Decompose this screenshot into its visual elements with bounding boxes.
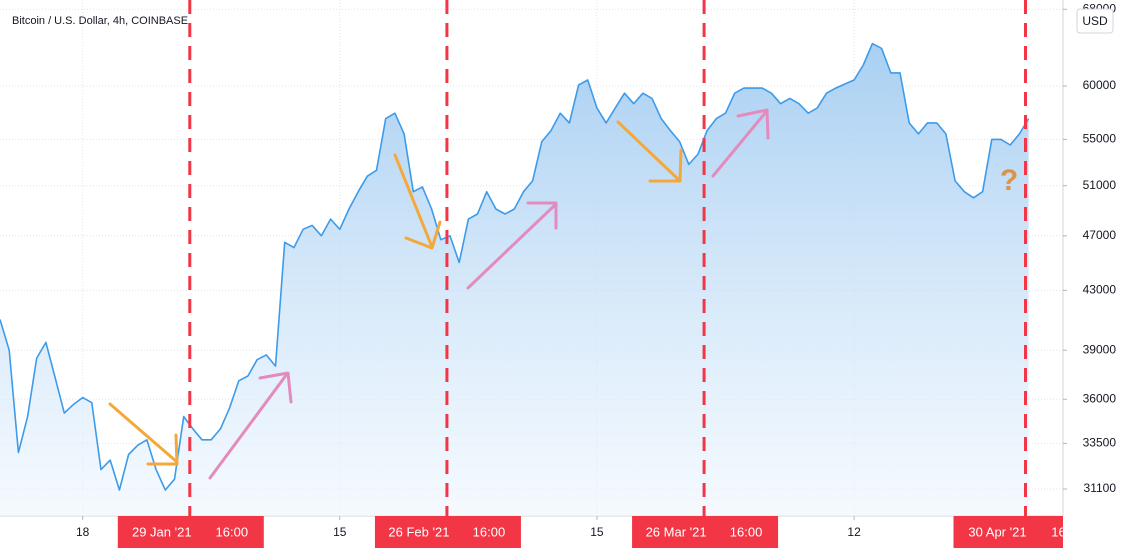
marker-label: 30 Apr '21 16:00 (953, 516, 1084, 548)
y-tick-label: 55000 (1083, 132, 1117, 146)
y-tick-label: 33500 (1083, 436, 1117, 450)
y-tick-label: 51000 (1083, 178, 1117, 192)
arrow (108, 120, 683, 466)
plot: 29 Jan '21 16:00 26 Feb '21 16:00 26 Mar '21… (0, 0, 1084, 548)
marker-label: 26 Feb '21 16:00 (374, 516, 521, 548)
marker-date: 29 Jan '21 (132, 524, 192, 539)
x-tick-label: 12 (847, 525, 861, 539)
y-tick-label: 60000 (1083, 78, 1117, 92)
price-line (0, 42, 1030, 491)
currency: USD (1082, 14, 1108, 28)
currency-box (1076, 8, 1114, 34)
marker-label: 26 Mar '21 16:00 (632, 516, 779, 548)
y-tick-label: 43000 (1083, 283, 1117, 297)
y-tick-label: 36000 (1083, 391, 1117, 405)
y-tick-label: 31100 (1084, 481, 1117, 495)
annotations: ? (108, 108, 1018, 480)
y-tick-label: 47000 (1083, 228, 1117, 242)
marker-date: 26 Feb '21 (388, 524, 449, 539)
marker-box (374, 516, 521, 548)
annotation: ? (1000, 164, 1018, 197)
y-axis-panel (1063, 0, 1122, 556)
marker-label: 29 Jan '21 16:00 (117, 516, 264, 548)
marker-date: 26 Mar '21 (646, 524, 707, 539)
x-tick-label: 15 (333, 525, 347, 539)
marker-time: 16:00 (1051, 524, 1084, 539)
marker-box (632, 516, 779, 548)
marker-date: 30 Apr '21 (968, 524, 1026, 539)
x-tick-label: 18 (76, 525, 90, 539)
area (0, 43, 1029, 516)
x-tick-label: 15 (590, 525, 604, 539)
marker-time: 16:00 (473, 524, 506, 539)
marker-box (117, 516, 264, 548)
marker-box (953, 516, 1063, 548)
marker-time: 16:00 (216, 524, 249, 539)
y-tick-label: 39000 (1083, 342, 1117, 356)
marker-time: 16:00 (730, 524, 763, 539)
arrow (208, 108, 770, 480)
chart-title: Bitcoin / U.S. Dollar, 4h, COINBASE (12, 15, 188, 27)
